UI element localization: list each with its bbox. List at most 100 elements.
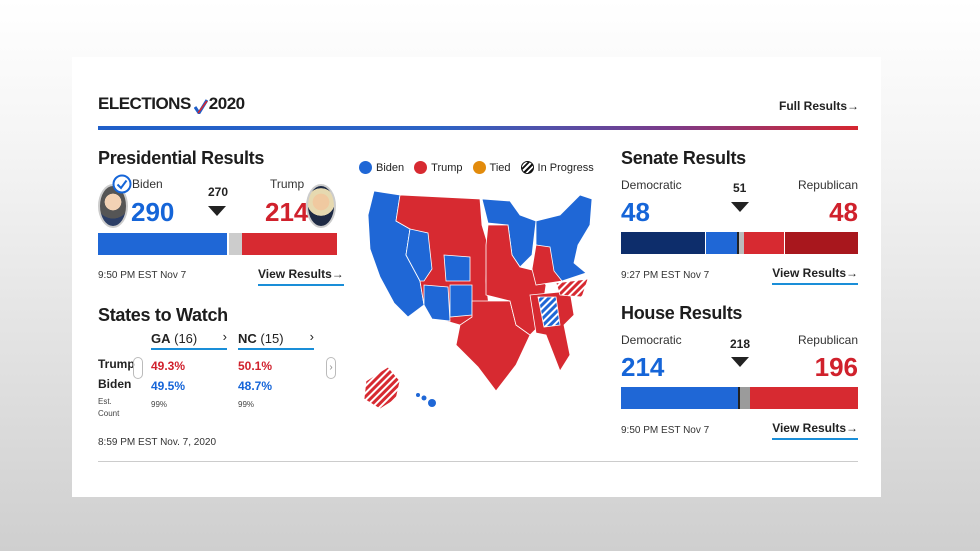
biden-label: Biden: [132, 177, 163, 191]
logo-text-elections: ELECTIONS: [98, 94, 191, 113]
legend-tied-label: Tied: [489, 161, 511, 174]
senate-results-title: Senate Results: [621, 148, 746, 168]
senate-threshold-marker-icon: [731, 202, 749, 212]
map-region-arizona[interactable]: [423, 284, 451, 322]
house-dem-label: Democratic: [621, 333, 682, 347]
map-region-alaska[interactable]: [363, 366, 401, 410]
tab-nc[interactable]: NC (15) ›: [238, 329, 314, 350]
legend-in-progress-label: In Progress: [537, 161, 594, 174]
nc-est-count: 99%: [238, 400, 255, 409]
senate-bar-separator: [705, 232, 706, 254]
house-threshold-label: 218: [730, 337, 751, 351]
chevron-right-icon: ›: [309, 329, 314, 344]
senate-rep-label: Republican: [797, 178, 858, 192]
map-region-new-mexico[interactable]: [449, 284, 473, 318]
tab-ga[interactable]: GA (16) ›: [151, 329, 227, 350]
winner-check-icon: [112, 174, 132, 194]
nc-electoral-votes: (15): [260, 331, 284, 346]
house-bar-dem: [621, 387, 738, 409]
map-region-colorado[interactable]: [443, 254, 471, 282]
house-timestamp: 9:50 PM EST Nov 7: [621, 425, 710, 436]
ga-est-count: 99%: [151, 400, 168, 409]
map-region-hawaii[interactable]: [416, 393, 436, 407]
senate-bar-rep-won: [744, 232, 784, 254]
map-region-ohio-valley[interactable]: [531, 244, 563, 286]
legend-trump: Trump: [414, 161, 463, 174]
presidential-bar-biden: [98, 233, 227, 255]
logo-text-year: 2020: [208, 94, 245, 113]
senate-dem-label: Democratic: [621, 178, 682, 192]
chevron-right-icon: ›: [329, 362, 333, 373]
senate-bar-rep-held: [785, 232, 858, 254]
presidential-bar: [98, 233, 337, 255]
full-results-link[interactable]: Full Results→: [778, 99, 859, 113]
house-threshold-marker-icon: [731, 357, 749, 367]
us-election-map[interactable]: [360, 185, 600, 415]
legend-in-progress: In Progress: [520, 161, 594, 174]
trump-avatar: [306, 184, 336, 228]
threshold-marker-icon: [208, 206, 226, 216]
presidential-bar-undecided: [229, 233, 242, 255]
senate-bar: [621, 232, 858, 254]
map-region-nevada-arizona[interactable]: [405, 228, 433, 282]
bottom-divider: [98, 461, 858, 462]
tied-dot-icon: [472, 161, 486, 174]
row-label-biden: Biden: [98, 377, 132, 391]
nc-biden-pct: 48.7%: [238, 379, 273, 393]
biden-dot-icon: [359, 161, 372, 174]
threshold-270-label: 270: [208, 185, 229, 199]
house-bar-threshold-line: [738, 387, 740, 409]
presidential-view-results-link[interactable]: View Results→: [258, 267, 344, 286]
trump-label: Trump: [270, 177, 305, 191]
checkmark-logo-icon: [193, 99, 208, 114]
house-dem-seats: 214: [621, 352, 665, 382]
nc-state-code: NC: [238, 331, 257, 346]
biden-electoral-votes: 290: [131, 197, 175, 227]
senate-bar-dem-won: [706, 232, 737, 254]
trump-dot-icon: [414, 161, 428, 174]
scroll-left-button[interactable]: [133, 357, 143, 379]
nc-trump-pct: 50.1%: [238, 359, 273, 373]
map-region-north-carolina[interactable]: [555, 278, 589, 298]
presidential-timestamp: 9:50 PM EST Nov 7: [98, 270, 187, 281]
states-timestamp: 8:59 PM EST Nov. 7, 2020: [98, 437, 217, 448]
elections-logo[interactable]: ELECTIONS 2020: [98, 94, 245, 114]
house-view-results-link[interactable]: View Results→: [772, 421, 858, 440]
senate-bar-dem-held: [621, 232, 705, 254]
senate-bar-separator: [784, 232, 785, 254]
row-label-trump: Trump: [98, 357, 135, 371]
house-bar-rep: [750, 387, 858, 409]
ga-trump-pct: 49.3%: [151, 359, 186, 373]
senate-threshold-label: 51: [733, 181, 747, 195]
legend-biden: Biden: [359, 161, 404, 174]
legend-trump-label: Trump: [431, 161, 463, 174]
senate-rep-seats: 48: [829, 197, 858, 227]
row-label-est-count: Est. Count: [98, 397, 120, 418]
presidential-bar-trump: [242, 233, 337, 255]
legend-tied: Tied: [472, 161, 511, 174]
elections-widget: ELECTIONS 2020 Full Results→ Presidentia…: [72, 57, 881, 497]
states-to-watch-title: States to Watch: [98, 305, 228, 325]
house-bar-undecided: [740, 387, 750, 409]
chevron-right-icon: ›: [222, 329, 227, 344]
ga-state-code: GA: [151, 331, 171, 346]
ga-electoral-votes: (16): [174, 331, 198, 346]
trump-electoral-votes: 214: [265, 197, 309, 227]
map-region-upper-midwest[interactable]: [481, 198, 537, 268]
map-region-georgia[interactable]: [537, 296, 561, 328]
senate-view-results-link[interactable]: View Results→: [772, 266, 858, 285]
map-legend: Biden Trump Tied In Progress: [359, 161, 594, 174]
senate-timestamp: 9:27 PM EST Nov 7: [621, 270, 710, 281]
senate-dem-seats: 48: [621, 197, 650, 227]
house-rep-seats: 196: [814, 352, 858, 382]
scroll-right-button[interactable]: ›: [326, 357, 336, 379]
ga-biden-pct: 49.5%: [151, 379, 186, 393]
in-progress-hatch-icon: [520, 161, 534, 174]
header-gradient-bar: [98, 126, 858, 130]
house-bar: [621, 387, 858, 409]
house-results-title: House Results: [621, 303, 743, 323]
senate-bar-undecided: [739, 232, 744, 254]
presidential-results-title: Presidential Results: [98, 148, 265, 168]
presidential-bar-threshold-line: [227, 233, 229, 255]
house-rep-label: Republican: [797, 333, 858, 347]
